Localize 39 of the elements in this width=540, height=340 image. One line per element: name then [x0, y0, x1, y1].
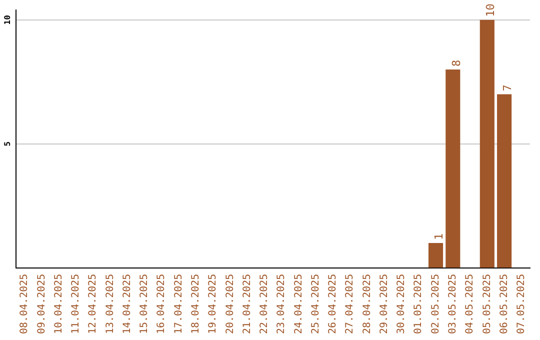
- x-tick-label: 12.04.2025: [88, 274, 99, 334]
- x-tick-label: 30.04.2025: [396, 274, 408, 334]
- x-tick-label: 11.04.2025: [70, 274, 82, 334]
- x-tick-label: 06.05.2025: [498, 274, 510, 334]
- x-tick-label: 04.05.2025: [464, 274, 476, 334]
- x-tick-label: 07.05.2025: [516, 274, 528, 334]
- x-tick-label: 28.04.2025: [362, 274, 373, 334]
- x-tick-label: 27.04.2025: [344, 274, 356, 334]
- x-tick-label: 24.04.2025: [293, 274, 304, 334]
- data-label: 7: [501, 84, 514, 92]
- x-tick-label: 14.04.2025: [122, 274, 133, 334]
- x-tick-label: 16.04.2025: [156, 274, 168, 334]
- x-tick-label: 10.04.2025: [53, 274, 64, 334]
- bar: [497, 94, 512, 268]
- x-tick-label: 17.04.2025: [173, 274, 184, 334]
- x-tick-label: 29.04.2025: [378, 274, 390, 334]
- x-tick-label: 05.05.2025: [482, 274, 493, 334]
- x-tick-label: 25.04.2025: [310, 274, 322, 334]
- bar: [428, 243, 444, 268]
- data-label: 10: [484, 4, 498, 17]
- x-tick-label: 08.04.2025: [19, 274, 30, 334]
- x-tick-label: 02.05.2025: [430, 274, 442, 334]
- bar: [446, 69, 460, 268]
- x-tick-label: 01.05.2025: [413, 274, 424, 334]
- x-tick-label: 03.05.2025: [447, 274, 458, 334]
- x-tick-label: 09.04.2025: [36, 274, 48, 334]
- x-tick-label: 23.04.2025: [276, 274, 288, 334]
- x-tick-label: 22.04.2025: [259, 274, 270, 334]
- x-tick-label: 20.04.2025: [224, 274, 236, 334]
- data-label: 1: [432, 233, 446, 240]
- x-tick-label: 15.04.2025: [139, 274, 150, 334]
- x-tick-label: 26.04.2025: [328, 274, 339, 334]
- data-label: 8: [450, 60, 463, 66]
- x-tick-label: 21.04.2025: [242, 274, 253, 334]
- x-tick-label: 13.04.2025: [104, 274, 116, 334]
- x-tick-label: 19.04.2025: [208, 274, 219, 334]
- bar: [480, 20, 494, 268]
- x-tick-label: 18.04.2025: [190, 274, 202, 334]
- y-tick-label: 5: [3, 141, 12, 146]
